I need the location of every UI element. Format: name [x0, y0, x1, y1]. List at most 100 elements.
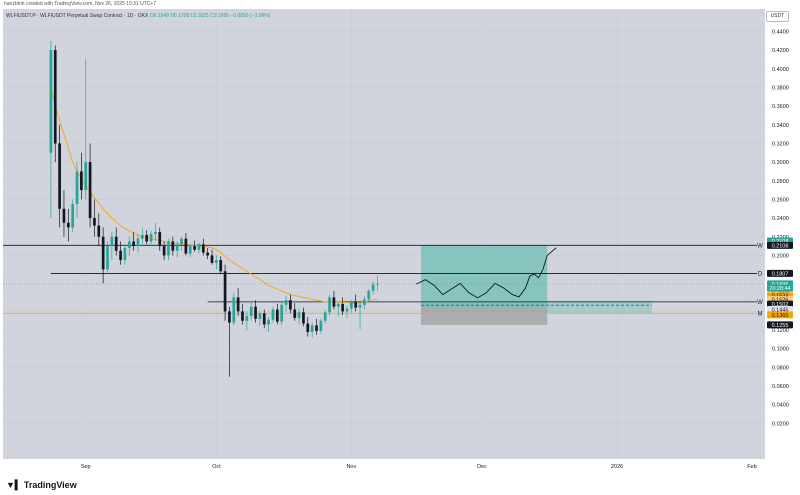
x-tick-label: Nov	[346, 464, 356, 470]
tradingview-logo-text: TradingView	[23, 480, 77, 490]
candle-body	[349, 302, 353, 309]
level-tag: W	[757, 243, 763, 249]
candle-body	[49, 50, 53, 153]
y-tick-label: 0.4000	[772, 67, 789, 73]
y-tick-label: 0.0800	[772, 365, 789, 371]
candle-body	[336, 303, 340, 307]
candle-body	[84, 162, 88, 191]
candle-body	[319, 320, 323, 331]
candle-body	[315, 325, 318, 331]
candle-body	[171, 241, 175, 251]
candle-body	[119, 250, 122, 261]
y-tick-label: 0.0400	[772, 403, 789, 409]
candle-body	[158, 232, 162, 247]
candle-body	[114, 236, 118, 251]
candle-body	[162, 246, 166, 256]
level-tag: M	[758, 311, 763, 317]
candle-body	[215, 260, 218, 263]
candle-body	[310, 325, 314, 332]
x-tick-label: Dec	[477, 464, 487, 470]
candle-body	[267, 319, 270, 325]
candle-body	[302, 312, 305, 324]
y-tick-label: 0.1200	[772, 328, 789, 334]
y-tick-label: 0.4400	[772, 30, 789, 36]
price-label: 0.2108	[772, 243, 789, 249]
currency-badge[interactable]: USDT	[766, 11, 789, 22]
candle-body	[154, 232, 157, 234]
level-tag: D	[758, 271, 763, 277]
x-tick-label: Sep	[81, 464, 91, 470]
candle-body	[140, 234, 144, 239]
candle-body	[58, 143, 61, 209]
level-tag: W	[757, 300, 763, 306]
candle-body	[219, 260, 223, 272]
candle-body	[284, 300, 288, 305]
symbol-name: WLFIUSDT.P · WLFIUSDT Perpetual Swap Con…	[6, 13, 149, 19]
stop-zone	[421, 307, 548, 325]
candle-body	[188, 246, 192, 254]
y-tick-label: 0.0600	[772, 384, 789, 390]
candle-body	[71, 204, 75, 228]
price-label-bg	[767, 321, 793, 329]
candle-body	[75, 171, 79, 205]
candle-body	[180, 238, 183, 245]
candle-body	[306, 323, 310, 332]
candle-body	[197, 244, 201, 250]
price-label: 0.1445	[772, 308, 789, 314]
price-axis[interactable]	[765, 9, 800, 459]
price-label-bg	[767, 311, 793, 319]
candle-body	[145, 234, 149, 242]
candle-body	[206, 252, 210, 256]
candle-body	[184, 238, 188, 254]
y-tick-label: 0.2800	[772, 179, 789, 185]
candle-body	[66, 222, 70, 228]
symbol-legend: WLFIUSDT.P · WLFIUSDT Perpetual Swap Con…	[6, 13, 270, 19]
candle-body	[323, 312, 327, 321]
candle-body	[345, 308, 349, 312]
candle-body	[93, 218, 96, 226]
price-label: 0.1807	[772, 271, 789, 277]
candle-body	[123, 247, 127, 261]
candle-body	[232, 297, 236, 323]
candle-body	[223, 271, 227, 312]
candle-body	[297, 312, 301, 318]
projection-path	[416, 247, 557, 299]
ema-line	[50, 87, 378, 304]
candle-body	[62, 208, 66, 223]
y-tick-label: 0.4200	[772, 48, 789, 54]
candle-body	[228, 311, 231, 323]
ohlc-values: O0.1649 H0.1708 L0.1625 C0.1695 −0.0050 …	[149, 13, 271, 19]
candle-body	[88, 162, 92, 219]
time-axis[interactable]	[3, 459, 800, 473]
y-tick-label: 0.0200	[772, 421, 789, 427]
price-label-bg	[767, 241, 793, 249]
candle-body	[275, 309, 279, 322]
candle-body	[110, 236, 114, 247]
price-label-bg	[767, 284, 793, 292]
y-tick-label: 0.2000	[772, 253, 789, 259]
price-label-bg	[767, 306, 793, 314]
price-label: 0.1502	[772, 302, 789, 308]
tradingview-logo[interactable]: ▼▍ TradingView	[6, 480, 77, 491]
candle-body	[358, 304, 362, 308]
y-tick-label: 0.3800	[772, 85, 789, 91]
y-tick-label: 0.2600	[772, 197, 789, 203]
x-tick-label: 2026	[611, 464, 623, 470]
candle-body	[367, 290, 371, 300]
candle-body	[149, 233, 153, 242]
candle-body	[354, 302, 358, 308]
candle-body	[271, 309, 275, 320]
candle-body	[249, 306, 253, 317]
candle-body	[241, 311, 244, 321]
y-tick-label: 0.2400	[772, 216, 789, 222]
candle-body	[127, 241, 131, 248]
y-tick-label: 0.3200	[772, 141, 789, 147]
candle-body	[280, 304, 284, 322]
y-tick-label: 0.3400	[772, 123, 789, 129]
candle-body	[363, 299, 366, 305]
price-label: 20:28:44	[769, 286, 790, 292]
candle-body	[293, 309, 297, 318]
chart-canvas[interactable]	[3, 9, 765, 459]
